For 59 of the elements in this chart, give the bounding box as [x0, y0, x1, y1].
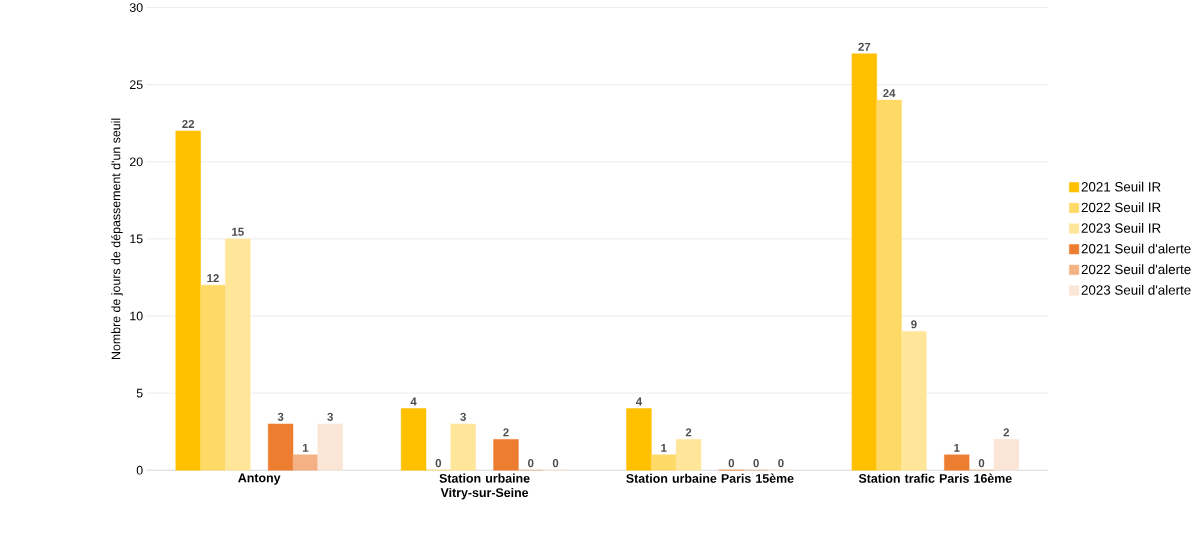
- data-label: 3: [460, 413, 466, 422]
- y-tick-label: 25: [129, 80, 143, 90]
- data-label: 2: [1003, 428, 1010, 437]
- data-label: 22: [182, 120, 195, 129]
- legend-label: 2021 Seuil IR: [1081, 181, 1161, 192]
- legend-label: 2023 Seuil IR: [1081, 223, 1161, 234]
- bar: [626, 408, 652, 471]
- data-label: 12: [207, 274, 219, 283]
- x-tick-label: Station trafic Paris 16ème: [858, 473, 1012, 484]
- bar: [267, 423, 294, 471]
- bar: [493, 439, 519, 471]
- legend-label: 2021 Seuil d'alerte: [1081, 243, 1191, 254]
- data-label: 2: [685, 428, 692, 437]
- y-axis-title: Nombre de jours de dépassement d'un seuil: [111, 118, 123, 360]
- data-label: 0: [778, 459, 784, 468]
- x-tick-label: Station urbaine Vitry-sur-Seine: [439, 473, 530, 500]
- data-label: 1: [954, 444, 960, 452]
- bar: [651, 454, 677, 471]
- data-label: 0: [528, 459, 534, 468]
- x-tick-label: Antony: [238, 473, 281, 485]
- bar: [225, 238, 251, 471]
- data-label: 27: [858, 43, 871, 52]
- bar: [400, 408, 427, 471]
- bar: [450, 423, 476, 471]
- bar: [675, 439, 702, 471]
- data-label: 0: [753, 459, 759, 468]
- y-tick-label: 30: [129, 3, 143, 13]
- legend-label: 2022 Seuil d'alerte: [1081, 264, 1191, 275]
- bar: [317, 423, 343, 471]
- data-label: 2: [503, 428, 509, 437]
- y-tick-label: 20: [129, 157, 143, 167]
- data-label: 0: [435, 459, 442, 468]
- x-tick-label: Station urbaine Paris 15ème: [626, 473, 794, 484]
- data-label: 1: [661, 444, 667, 452]
- legend-label: 2022 Seuil IR: [1081, 202, 1161, 213]
- data-label: 0: [978, 459, 985, 468]
- bar: [876, 100, 902, 471]
- y-tick-label: 5: [136, 389, 143, 398]
- y-tick-label: 0: [136, 466, 143, 475]
- bar: [851, 53, 877, 471]
- data-label: 3: [327, 413, 333, 422]
- data-label: 4: [635, 397, 643, 406]
- data-label: 9: [911, 320, 917, 329]
- data-label: 3: [277, 413, 284, 422]
- bar: [901, 331, 927, 471]
- bar: [292, 454, 319, 471]
- y-tick-label: 15: [130, 234, 143, 244]
- bar: [993, 439, 1019, 471]
- data-label: 1: [302, 444, 309, 452]
- bar: [200, 285, 226, 471]
- data-label: 4: [410, 397, 417, 406]
- bar: [175, 130, 201, 471]
- bar: [944, 454, 970, 471]
- data-label: 0: [552, 459, 559, 468]
- data-label: 0: [728, 459, 735, 468]
- y-tick-label: 10: [130, 311, 143, 321]
- data-label: 24: [883, 89, 896, 98]
- legend-label: 2023 Seuil d'alerte: [1081, 285, 1191, 296]
- data-label: 15: [232, 228, 244, 237]
